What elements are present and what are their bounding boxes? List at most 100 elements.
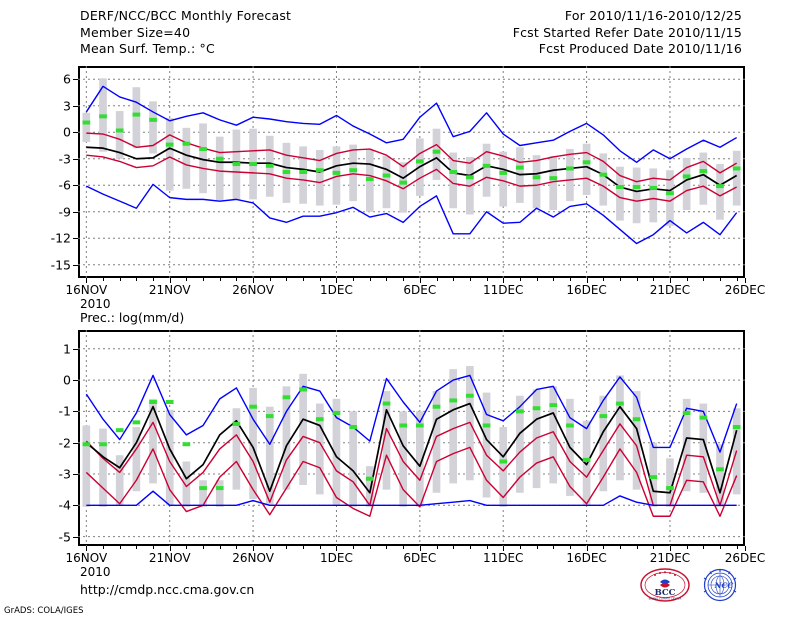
x-axis-tick — [669, 278, 671, 283]
spread-bar — [582, 143, 591, 195]
x-axis-minor-tick — [486, 546, 488, 549]
x-axis-label: 16NOV — [65, 283, 108, 297]
x-axis-minor-tick — [119, 546, 121, 549]
series-line-mean — [85, 402, 738, 494]
spread-bar — [149, 398, 157, 484]
x-axis-minor-tick — [519, 546, 521, 549]
x-axis-minor-tick — [103, 546, 104, 549]
y-axis-label: -2 — [58, 435, 71, 451]
y-axis-tick — [73, 442, 78, 444]
svg-text:BCC: BCC — [655, 588, 676, 598]
spread-bar — [365, 466, 374, 507]
y-axis-label: -9 — [58, 204, 71, 220]
spread-bar — [516, 395, 524, 493]
median-marker — [399, 180, 407, 185]
x-axis-label: 16NOV — [65, 551, 108, 565]
y-axis-label: 6 — [63, 71, 71, 87]
x-axis-minor-tick — [469, 278, 471, 281]
spread-bar — [399, 162, 407, 213]
y-axis-label: -15 — [50, 257, 71, 273]
median-marker — [315, 417, 324, 422]
x-axis-label: 26NOV — [232, 283, 274, 297]
spread-bar — [249, 387, 257, 500]
median-marker — [466, 175, 474, 180]
median-marker — [482, 163, 491, 168]
median-marker — [315, 168, 324, 173]
spread-bar — [682, 157, 691, 210]
x-axis-tick — [86, 546, 88, 551]
x-axis-label: 6DEC — [403, 283, 437, 297]
median-marker — [215, 156, 224, 161]
spread-bar — [382, 391, 391, 490]
spread-bar — [482, 392, 491, 498]
x-axis-minor-tick — [436, 546, 438, 549]
median-marker — [499, 459, 508, 464]
website-url[interactable]: http://cmdp.ncc.cma.gov.cn — [80, 582, 255, 597]
x-axis-minor-tick — [286, 278, 288, 281]
median-marker — [449, 398, 458, 403]
x-axis-tick — [745, 546, 746, 551]
spread-bar — [732, 150, 741, 206]
median-marker — [666, 191, 674, 196]
x-axis-minor-tick — [619, 546, 621, 549]
median-marker — [349, 168, 357, 173]
spread-bar — [282, 386, 291, 490]
x-axis-label: 6DEC — [403, 551, 437, 565]
y-axis-label: -4 — [58, 497, 71, 513]
header-produced-date: Fcst Produced Date 2010/11/16 — [538, 41, 742, 56]
y-axis-label: -12 — [50, 230, 71, 246]
median-marker — [516, 165, 524, 170]
x-axis-label: 16DEC — [566, 551, 607, 565]
spread-bar — [265, 406, 274, 506]
x-axis-tick — [586, 546, 588, 551]
median-marker — [199, 486, 207, 491]
x-axis-minor-tick — [186, 546, 188, 549]
x-axis-minor-tick — [386, 546, 388, 549]
median-marker — [666, 486, 674, 491]
x-axis-minor-tick — [469, 546, 471, 549]
spread-bar — [632, 167, 641, 224]
grid-lines — [78, 330, 745, 546]
header-left-block: DERF/NCC/BCC Monthly Forecast Member Siz… — [80, 8, 291, 58]
spread-bar — [699, 152, 708, 205]
median-marker — [215, 486, 224, 491]
x-axis-minor-tick — [403, 278, 405, 281]
x-axis-label: 26DEC — [724, 551, 766, 565]
median-marker — [232, 421, 241, 426]
series-line-mean — [86, 146, 738, 193]
x-axis-minor-tick — [203, 278, 205, 281]
y-axis-label: 0 — [63, 124, 71, 140]
spread-bar — [132, 427, 141, 492]
x-axis-minor-tick — [219, 546, 221, 549]
x-axis-minor-tick — [736, 546, 738, 549]
x-axis-label: 16DEC — [566, 283, 607, 297]
y-axis-tick — [73, 264, 78, 266]
median-marker — [416, 423, 424, 428]
median-marker — [82, 120, 91, 125]
spread-bar — [499, 151, 508, 207]
x-axis-tick — [336, 278, 338, 283]
median-marker — [599, 172, 608, 177]
median-marker — [149, 117, 157, 122]
y-axis-label: -5 — [58, 529, 71, 545]
spread-bar — [115, 455, 124, 506]
median-marker — [182, 141, 191, 146]
median-marker — [566, 423, 574, 428]
spread-bar — [299, 146, 307, 204]
x-axis-minor-tick — [519, 278, 521, 281]
spread-bar — [149, 101, 157, 154]
x-axis-minor-tick — [153, 546, 155, 549]
x-axis-label: 21NOV — [148, 551, 191, 565]
x-axis-tick — [336, 546, 338, 551]
median-marker — [249, 404, 257, 409]
median-marker — [499, 170, 508, 175]
x-axis-minor-tick — [219, 278, 221, 281]
surface-temperature-series-svg — [78, 66, 745, 278]
median-marker — [566, 166, 574, 171]
y-axis-label: -3 — [58, 151, 71, 167]
x-axis-minor-tick — [286, 546, 288, 549]
x-axis-minor-tick — [736, 278, 738, 281]
temperature-plot-area — [78, 66, 745, 278]
median-marker — [699, 415, 708, 420]
median-marker — [616, 185, 624, 190]
